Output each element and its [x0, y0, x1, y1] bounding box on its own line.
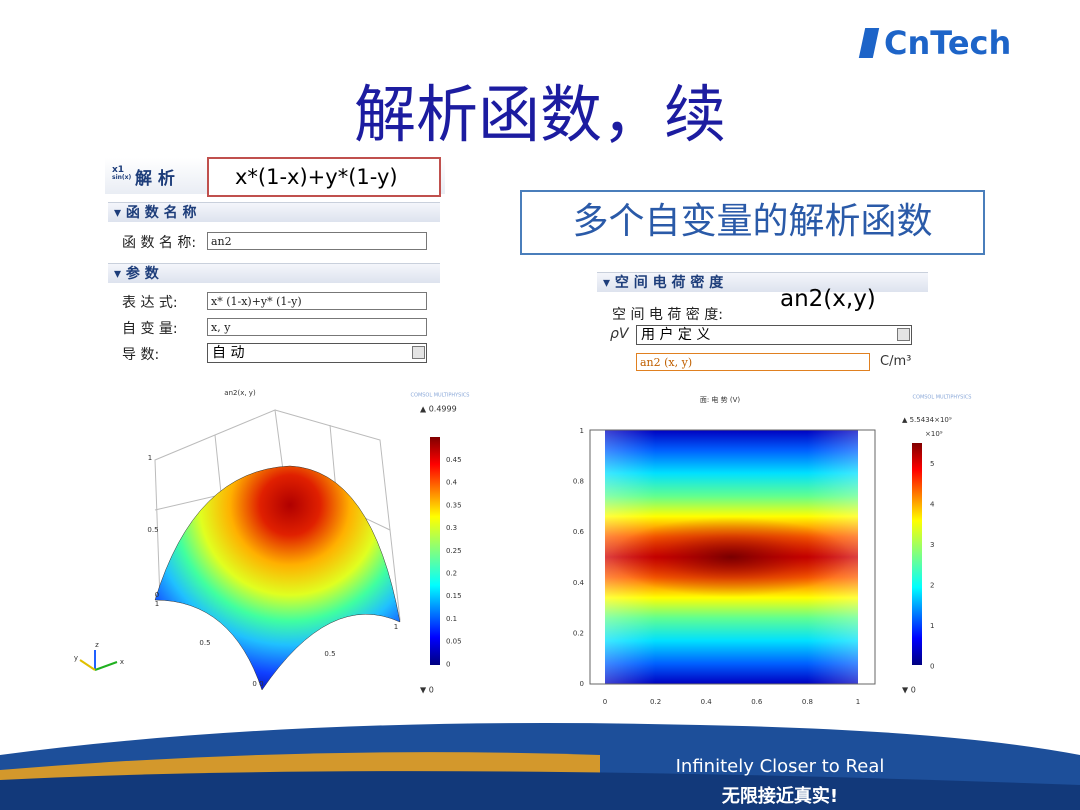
section-title: 参 数 — [125, 266, 159, 282]
section-header[interactable]: ▾ 空 间 电 荷 密 度 — [597, 272, 928, 292]
axis-letter: y — [74, 654, 78, 662]
brand: COMSOL MULTIPHYSICS — [411, 393, 470, 399]
section-title: 函 数 名 称 — [125, 205, 197, 221]
text-input[interactable]: x, y — [207, 318, 427, 336]
y-tick: 0.4 — [573, 579, 585, 587]
field-label: 导 数: — [122, 347, 160, 363]
heatmap-core — [611, 517, 851, 597]
colorbar-tick: 5 — [930, 460, 934, 468]
footer-wave — [0, 723, 1080, 810]
plot-title: an2(x, y) — [224, 389, 256, 397]
plots: an2(x, y) COMSOL MULTIPHYSICS ▲ 0.4999 ▼ 0 0… — [74, 389, 972, 706]
field-label: 空 间 电 荷 密 度: — [612, 307, 723, 323]
colorbar — [912, 443, 922, 665]
dropdown[interactable]: 用 户 定 义 — [636, 325, 912, 345]
icon-top: x1 — [112, 165, 125, 175]
wave-dark — [0, 771, 1080, 810]
unit: C/m³ — [880, 354, 912, 369]
expression-callout: x*(1-x)+y*(1-y) — [207, 157, 441, 197]
symbol: ρV — [610, 326, 629, 342]
colorbar-tick: 3 — [930, 541, 934, 549]
colorbar-tick: 0.05 — [446, 638, 462, 646]
logo-cn: Cn — [884, 24, 931, 62]
colorbar-tick: 0.25 — [446, 547, 462, 555]
slide-title: 解析函数，续 — [353, 78, 726, 151]
scale-label: ×10⁹ — [925, 430, 943, 438]
colorbar-tick: 0.15 — [446, 592, 462, 600]
colorbar-tick: 0.4 — [446, 479, 458, 487]
field-label: 表 达 式: — [122, 295, 178, 311]
max-label: ▲ 0.4999 — [420, 405, 457, 414]
panel-title: 解 析 — [135, 169, 175, 189]
section-header[interactable]: ▾ 函 数 名 称 — [108, 202, 440, 222]
colorbar-tick: 0.3 — [446, 524, 457, 532]
icon: x1 sin(x) — [112, 166, 131, 182]
colorbar-tick: 4 — [930, 501, 935, 509]
colorbar-tick: 0.35 — [446, 501, 462, 509]
x-tick: 0.8 — [802, 698, 813, 706]
surface — [154, 465, 401, 691]
plot-title: 面: 电 势 (V) — [700, 395, 741, 404]
colorbar-tick: 0.1 — [446, 615, 457, 623]
y-tick: 0 — [580, 680, 584, 688]
base-tick: 1 — [394, 623, 398, 631]
x-tick: 0.4 — [701, 698, 713, 706]
colorbar-tick: 0.45 — [446, 456, 462, 464]
y-tick: 1 — [580, 427, 584, 435]
base-tick: 0.5 — [199, 639, 210, 647]
colorbar-tick: 0 — [930, 663, 934, 671]
base-tick: 0 0 — [252, 680, 263, 688]
note-callout: 多个自变量的解析函数 — [520, 190, 985, 255]
axis-triad — [79, 650, 118, 671]
x-tick: 0.6 — [751, 698, 763, 706]
y-tick: 0.8 — [573, 478, 584, 486]
text-input[interactable]: an2 (x, y) — [636, 353, 870, 371]
x-tick: 0 — [603, 698, 607, 706]
colorbar-tick: 1 — [930, 622, 934, 630]
text-input[interactable]: x* (1-x)+y* (1-y) — [207, 292, 427, 310]
y-tick: 0.2 — [573, 629, 584, 637]
x-tick: 0.2 — [650, 698, 661, 706]
logo: CnTech — [884, 24, 1011, 62]
brand: COMSOL MULTIPHYSICS — [913, 395, 972, 401]
y-tick: 0.6 — [573, 528, 585, 536]
section-header[interactable]: ▾ 参 数 — [108, 263, 440, 283]
z-tick: 0 — [155, 591, 159, 599]
axis-letter: z — [95, 641, 99, 649]
slogan-en: Infinitely Closer to Real — [675, 756, 885, 777]
base-tick: 0.5 — [324, 650, 335, 658]
plot-frame — [589, 429, 876, 685]
text-input[interactable]: an2 — [207, 232, 427, 250]
field-label: 自 变 量: — [122, 321, 178, 337]
min-label: ▼ 0 — [902, 686, 916, 695]
axis-letter: x — [120, 658, 124, 666]
dropdown[interactable]: 自 动 — [207, 343, 427, 363]
max-label: ▲ 5.5434×10⁹ — [902, 416, 952, 424]
colorbar-tick: 0.2 — [446, 570, 457, 578]
plot-labels: an2(x, y) COMSOL MULTIPHYSICS ▲ 0.4999 ▼ 0 0… — [74, 389, 972, 706]
min-label: ▼ 0 — [420, 686, 434, 695]
z-tick: 1 — [148, 454, 152, 462]
z-tick: 0.5 — [147, 526, 158, 534]
logo-tech: Tech — [930, 24, 1012, 62]
base-tick: 1 — [155, 600, 159, 608]
colorbar — [430, 437, 440, 665]
function-call-callout: an2(x,y) — [780, 286, 876, 312]
colorbar-tick: 0 — [446, 660, 450, 668]
x-tick: 1 — [856, 698, 860, 706]
colorbar-tick: 2 — [930, 582, 934, 590]
slogan-cn: 无限接近真实! — [721, 786, 839, 807]
icon-bottom: sin(x) — [112, 174, 132, 181]
section-title: 空 间 电 荷 密 度 — [614, 275, 724, 291]
field-label: 函 数 名 称: — [122, 235, 197, 251]
